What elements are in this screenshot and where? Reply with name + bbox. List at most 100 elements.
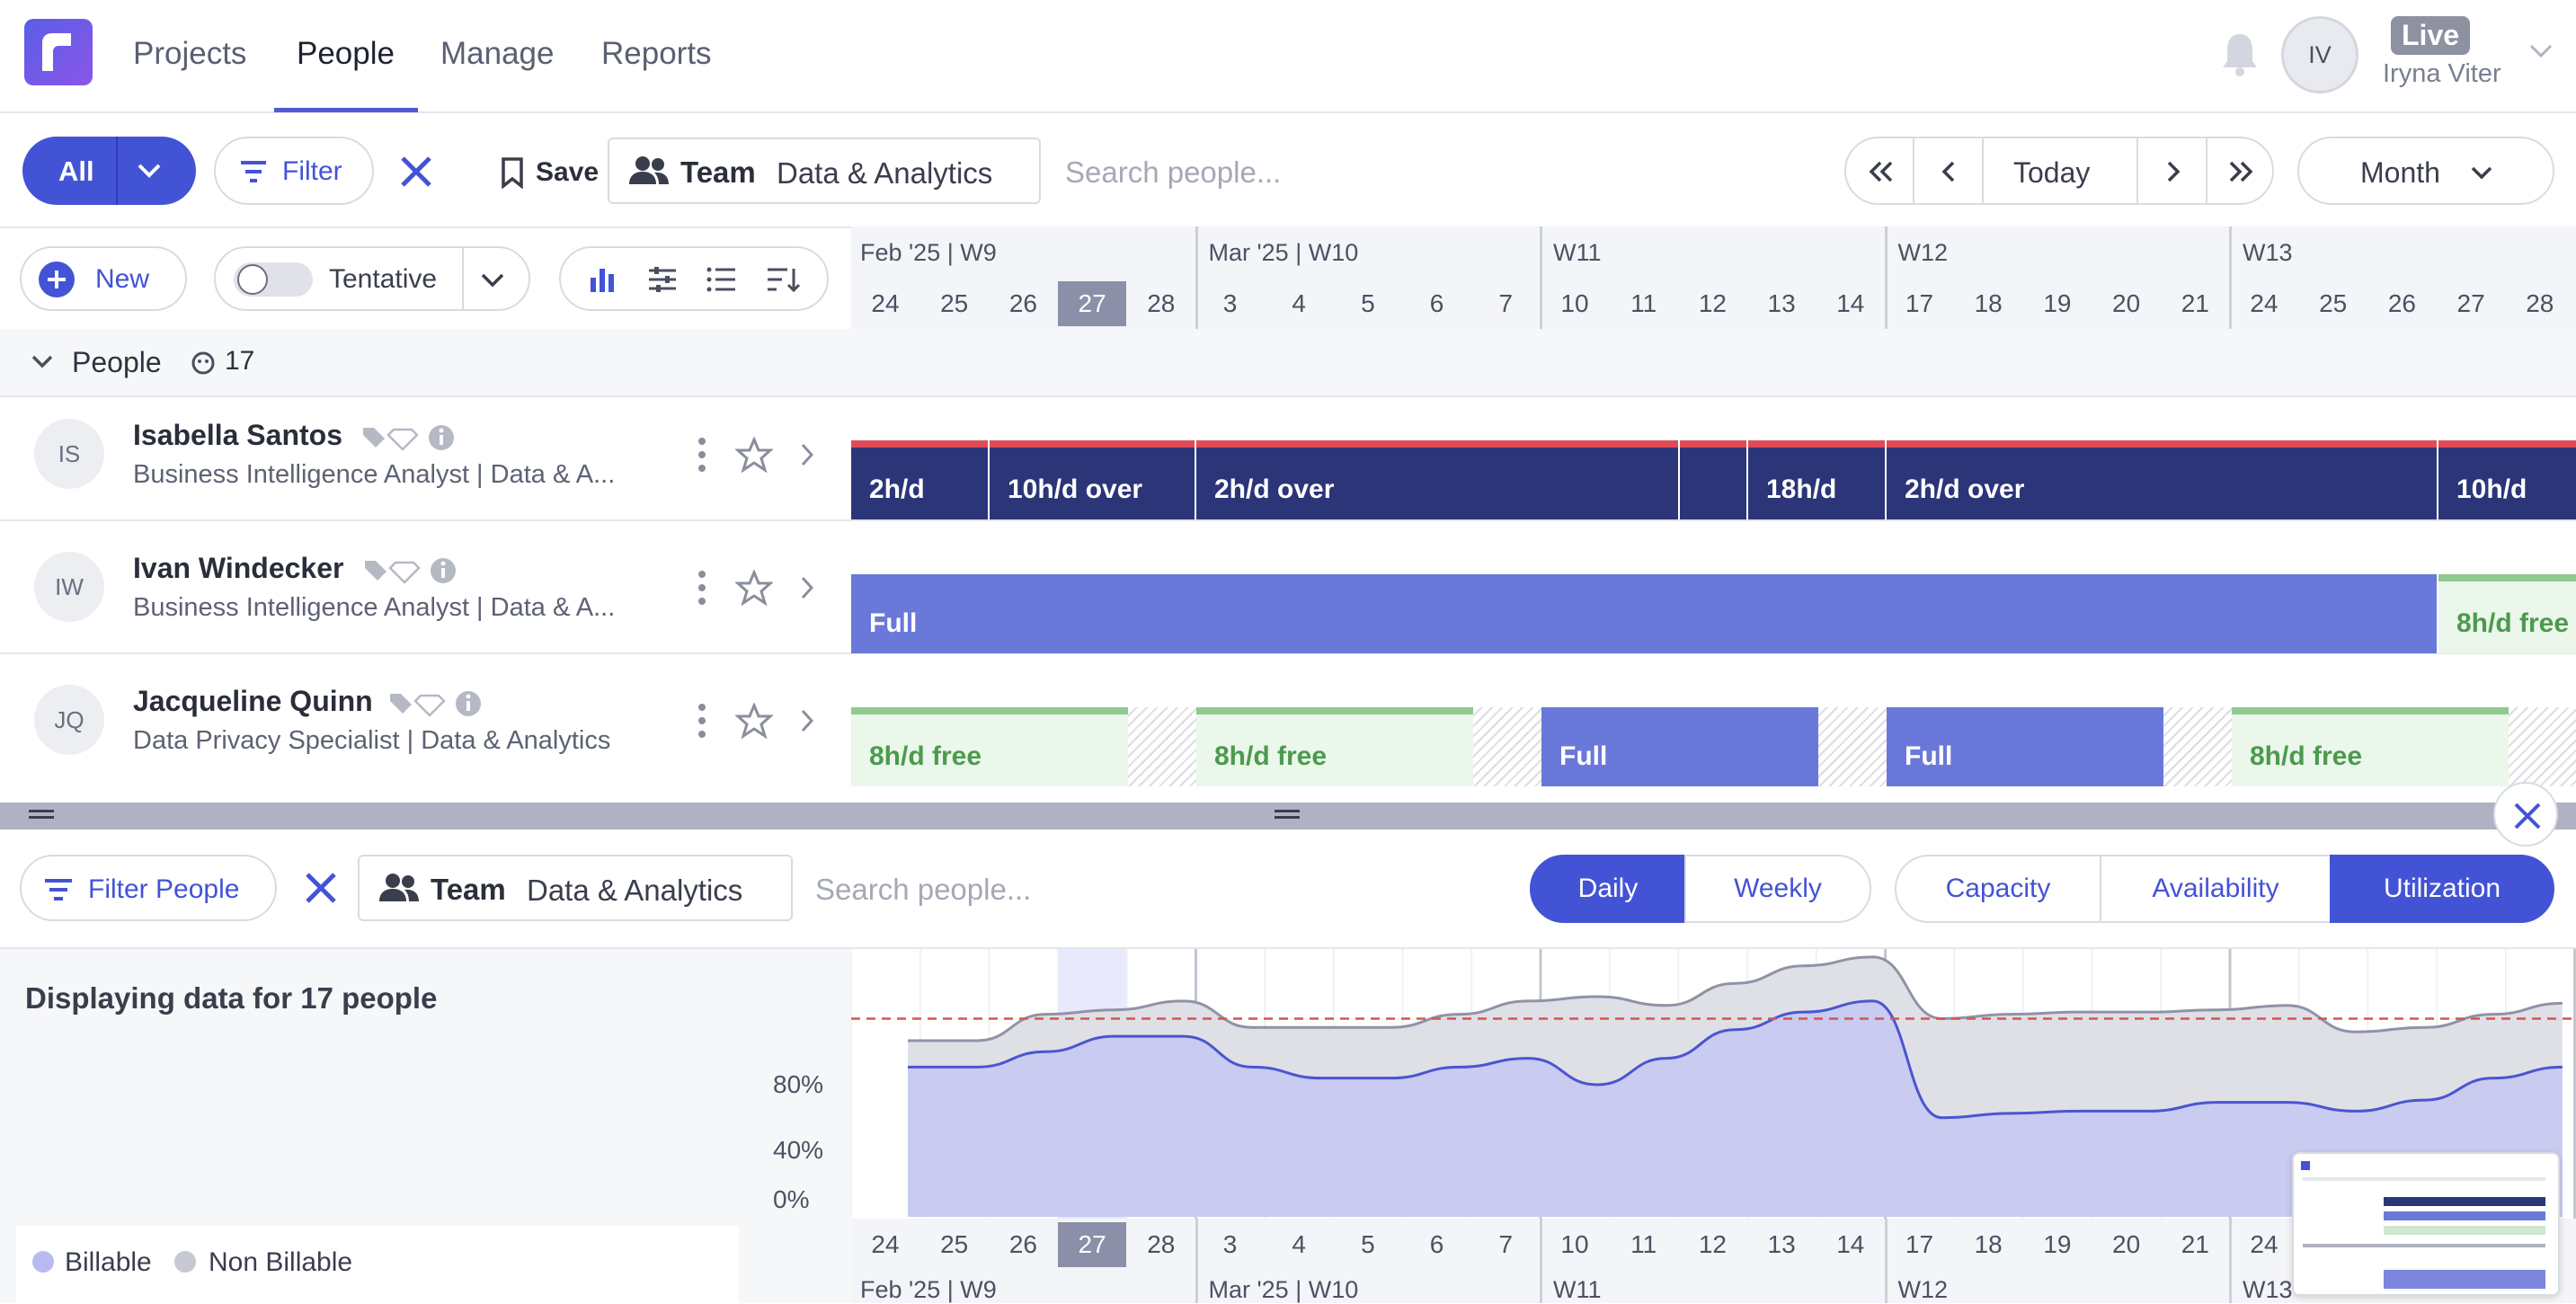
- availability-bar[interactable]: 8h/d free: [2232, 707, 2509, 786]
- metric-tab-capacity[interactable]: Capacity: [1895, 855, 2101, 923]
- chevron-right-icon[interactable]: [800, 575, 814, 600]
- day-label: 28: [1147, 289, 1176, 317]
- allocation-bar[interactable]: 2h/d over: [1196, 440, 1678, 519]
- avatar[interactable]: IW: [34, 552, 104, 622]
- filter-button[interactable]: Filter: [214, 137, 374, 205]
- week-label: Feb '25 | W9: [860, 239, 997, 266]
- view-mode-select[interactable]: Month: [2297, 137, 2554, 205]
- avatar[interactable]: JQ: [34, 685, 104, 755]
- allocation-bar[interactable]: 2h/d: [851, 440, 988, 519]
- filter-people-label: Filter People: [88, 874, 240, 904]
- day-label: 5: [1361, 289, 1375, 317]
- team-label: Team: [431, 873, 506, 906]
- chevron-right-icon[interactable]: [800, 708, 814, 733]
- non-billable-line: [908, 955, 2563, 1042]
- people-group-header[interactable]: People 17: [0, 329, 2576, 397]
- clear-filter-icon[interactable]: [399, 155, 433, 189]
- new-button[interactable]: New: [20, 246, 187, 311]
- sliders-icon[interactable]: [647, 265, 678, 294]
- list-icon[interactable]: [706, 265, 737, 294]
- nav-projects[interactable]: Projects: [133, 36, 247, 71]
- availability-bar[interactable]: 8h/d free: [2438, 574, 2576, 653]
- period-tab-daily[interactable]: Daily: [1530, 855, 1686, 923]
- availability-bar[interactable]: 8h/d free: [1196, 707, 1473, 786]
- panel-splitter[interactable]: [0, 803, 2576, 829]
- people-group-label: People: [72, 346, 162, 378]
- chevron-down-icon[interactable]: [480, 272, 505, 288]
- close-panel-button[interactable]: [2493, 782, 2558, 847]
- allocation-bar[interactable]: 18h/d: [1748, 440, 1885, 519]
- allocation-bar[interactable]: 10h/d: [2438, 440, 2576, 519]
- team-selector[interactable]: Team Data & Analytics: [358, 855, 793, 921]
- double-chevron-right-icon[interactable]: [2225, 160, 2256, 183]
- day-label: 13: [1767, 1230, 1796, 1258]
- chevron-down-icon[interactable]: [136, 162, 163, 180]
- kebab-menu-icon[interactable]: [697, 437, 706, 473]
- team-selector[interactable]: Team Data & Analytics: [608, 137, 1041, 204]
- chevron-right-icon[interactable]: [800, 442, 814, 467]
- day-label: 12: [1698, 1230, 1727, 1258]
- nav-people[interactable]: People: [297, 36, 395, 71]
- allocation-bar[interactable]: [1680, 440, 1746, 519]
- avatar[interactable]: IS: [34, 419, 104, 489]
- star-icon[interactable]: [735, 570, 773, 606]
- plus-icon: [38, 261, 76, 298]
- filter-icon: [239, 160, 268, 183]
- chevron-right-icon[interactable]: [2164, 160, 2182, 183]
- availability-bar[interactable]: 8h/d free: [851, 707, 1128, 786]
- day-label: 27: [1058, 281, 1127, 326]
- day-label: 24: [2250, 1230, 2278, 1258]
- allocation-bar[interactable]: Full: [1887, 707, 2163, 786]
- date-navigation: Today: [1844, 137, 2274, 205]
- top-nav: Projects People Manage Reports IV Live I…: [0, 0, 2576, 113]
- day-label: 5: [1361, 1230, 1375, 1258]
- day-label: 19: [2043, 289, 2072, 317]
- person-meta-icons: [386, 688, 485, 719]
- day-label: 7: [1498, 289, 1514, 317]
- person-name[interactable]: Isabella Santos: [133, 419, 342, 451]
- today-button[interactable]: Today: [2013, 156, 2091, 189]
- legend-non-billable-swatch: [174, 1251, 196, 1273]
- metric-tab-utilization[interactable]: Utilization: [2330, 855, 2554, 923]
- week-label: W11: [1553, 239, 1602, 266]
- bookmark-icon[interactable]: [500, 156, 525, 189]
- allocation-bar[interactable]: Full: [851, 574, 2437, 653]
- clear-filter-icon[interactable]: [304, 871, 338, 905]
- search-input[interactable]: Search people...: [1065, 155, 1282, 189]
- chevron-left-icon[interactable]: [1940, 160, 1958, 183]
- nav-manage[interactable]: Manage: [440, 36, 555, 71]
- y-tick-label: 40%: [773, 1136, 824, 1164]
- metric-tab-availability[interactable]: Availability: [2100, 855, 2332, 923]
- chart-summary: Displaying data for 17 people: [25, 981, 438, 1015]
- team-value: Data & Analytics: [527, 874, 743, 907]
- star-icon[interactable]: [735, 703, 773, 739]
- search-input[interactable]: Search people...: [815, 873, 1032, 906]
- allocation-bar[interactable]: 10h/d over: [990, 440, 1195, 519]
- sort-icon[interactable]: [766, 265, 800, 294]
- billable-area: [908, 1000, 2563, 1217]
- person-name[interactable]: Jacqueline Quinn: [133, 685, 373, 717]
- period-tab-weekly[interactable]: Weekly: [1684, 855, 1871, 923]
- star-icon[interactable]: [735, 437, 773, 473]
- chevron-down-icon[interactable]: [2528, 43, 2554, 59]
- minimap-thumbnail[interactable]: [2292, 1152, 2560, 1296]
- bar-chart-icon[interactable]: [588, 265, 617, 294]
- day-label: 4: [1292, 1230, 1306, 1258]
- filter-people-button[interactable]: Filter People: [20, 855, 277, 921]
- allocation-bar[interactable]: 2h/d over: [1887, 440, 2437, 519]
- tentative-toggle[interactable]: [234, 262, 313, 297]
- chevron-down-icon[interactable]: [31, 354, 54, 370]
- user-avatar[interactable]: IV: [2281, 16, 2358, 93]
- bell-icon[interactable]: [2220, 31, 2260, 77]
- kebab-menu-icon[interactable]: [697, 570, 706, 606]
- all-dropdown-button[interactable]: All: [22, 137, 196, 205]
- kebab-menu-icon[interactable]: [697, 703, 706, 739]
- allocation-bar[interactable]: Full: [1541, 707, 1818, 786]
- app-logo[interactable]: [24, 19, 93, 85]
- double-chevron-left-icon[interactable]: [1866, 160, 1896, 183]
- nav-reports[interactable]: Reports: [601, 36, 712, 71]
- user-name[interactable]: Iryna Viter: [2383, 59, 2501, 88]
- save-button[interactable]: Save: [536, 157, 600, 187]
- filter-label: Filter: [282, 156, 342, 186]
- person-name[interactable]: Ivan Windecker: [133, 552, 344, 584]
